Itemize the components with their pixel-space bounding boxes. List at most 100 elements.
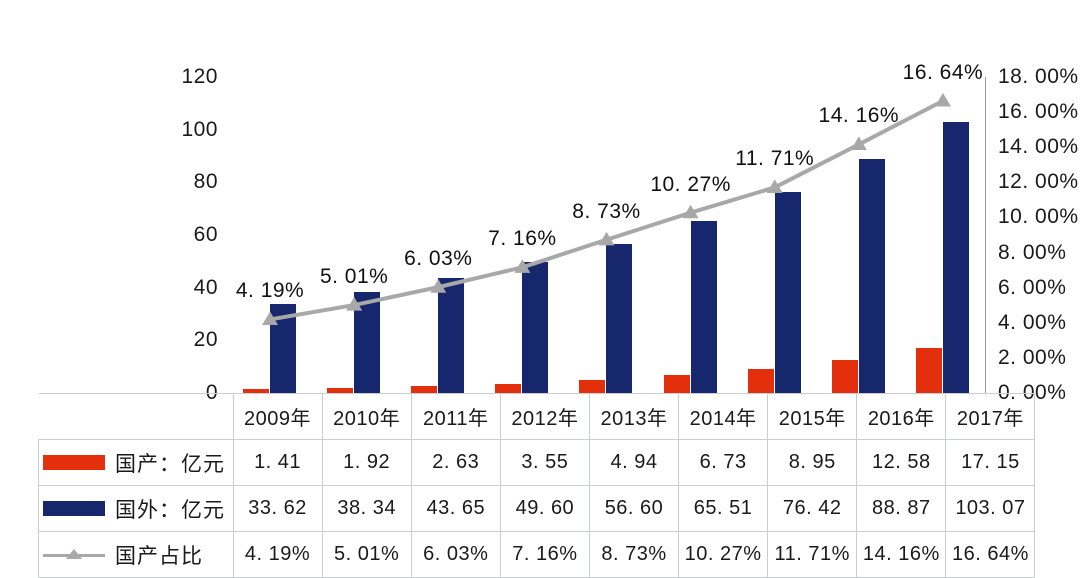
bar-domestic[interactable]	[243, 389, 270, 393]
table-header-cell: 2009年	[232, 393, 323, 440]
right-axis-tick: 2. 00%	[998, 345, 1067, 369]
right-axis-tick: 16. 00%	[998, 100, 1079, 124]
table-cell: 49. 60	[499, 485, 590, 532]
share-line-marker[interactable]	[514, 259, 531, 273]
bar-foreign[interactable]	[858, 158, 885, 393]
share-line-marker[interactable]	[850, 136, 867, 151]
legend-label: 国产占比	[115, 544, 203, 568]
table-row: 国产占比 4. 19% 5. 01% 6. 03% 7. 16% 8. 73% 10. 27…	[38, 531, 1036, 578]
table-legend-cell[interactable]: 国外：亿元	[38, 485, 234, 532]
bar-group	[564, 77, 648, 393]
table-cell: 103. 07	[945, 485, 1036, 532]
table-header-cell: 2015年	[767, 393, 858, 440]
domestic-swatch	[43, 455, 105, 470]
share-data-label: 6. 03%	[404, 247, 473, 271]
share-line-marker[interactable]	[430, 279, 447, 293]
bar-foreign[interactable]	[774, 191, 801, 393]
table-legend-cell[interactable]: 国产：亿元	[38, 439, 234, 486]
bar-domestic[interactable]	[327, 387, 354, 393]
table-cell: 10. 27%	[678, 531, 769, 578]
bar-group	[817, 77, 901, 393]
foreign-swatch	[43, 501, 105, 516]
bar-foreign[interactable]	[606, 243, 633, 393]
table-corner-cell	[38, 393, 233, 440]
table-header-cell: 2011年	[410, 393, 501, 440]
bar-group	[733, 77, 817, 393]
bar-group	[901, 77, 985, 393]
table-header-cell: 2016年	[856, 393, 947, 440]
plot-area: 4. 19% 5. 01% 6. 03% 7. 16% 8. 73% 10. 27% 11.…	[228, 61, 985, 393]
table-cell: 5. 01%	[321, 531, 412, 578]
bar-domestic[interactable]	[747, 369, 774, 393]
table-row: 国外：亿元 33. 62 38. 34 43. 65 49. 60 56. 60 65. 5…	[38, 485, 1036, 532]
bar-foreign[interactable]	[942, 121, 969, 393]
share-line-marker[interactable]	[766, 179, 783, 194]
right-axis-tick: 4. 00%	[998, 310, 1067, 334]
share-line-marker[interactable]	[262, 311, 279, 326]
table-cell: 76. 42	[767, 485, 858, 532]
bar-domestic[interactable]	[495, 383, 522, 393]
right-axis: 0. 00% 2. 00% 4. 00% 6. 00% 8. 00% 10. 00% 12.…	[998, 0, 1080, 557]
right-axis-line	[985, 77, 986, 394]
table-cell: 2. 63	[410, 439, 501, 486]
bar-group	[480, 77, 564, 393]
left-axis-tick: 0	[205, 381, 218, 404]
table-cell: 4. 94	[588, 439, 680, 486]
table-cell: 43. 65	[410, 485, 501, 532]
table-header-cell: 2014年	[678, 393, 769, 440]
share-line-series	[262, 92, 951, 326]
bar-domestic[interactable]	[663, 375, 690, 393]
table-cell: 3. 55	[499, 439, 590, 486]
left-axis-tick: 60	[193, 223, 218, 246]
share-data-label: 14. 16%	[818, 104, 900, 128]
table-header-cell: 2013年	[588, 393, 680, 440]
bar-domestic[interactable]	[411, 386, 438, 393]
share-data-label: 7. 16%	[488, 227, 557, 251]
table-header-row: 2009年 2010年 2011年 2012年 2013年 2014年 2015年 2016年…	[38, 393, 1036, 440]
left-axis-tick: 80	[193, 170, 218, 194]
share-data-label: 4. 19%	[235, 279, 305, 303]
table-cell: 11. 71%	[767, 531, 858, 578]
right-axis-tick: 18. 00%	[998, 65, 1079, 88]
left-axis-tick: 20	[193, 328, 218, 352]
table-cell: 8. 95	[767, 439, 858, 486]
legend-entry: 国产占比	[43, 540, 231, 570]
table-cell: 6. 73	[678, 439, 769, 486]
table-cell: 1. 92	[321, 439, 412, 486]
bar-domestic[interactable]	[915, 347, 942, 393]
right-axis-tick: 6. 00%	[998, 275, 1067, 299]
table-cell: 7. 16%	[499, 531, 590, 578]
legend-entry: 国外：亿元	[43, 494, 231, 524]
bar-domestic[interactable]	[579, 380, 606, 393]
share-line-marker[interactable]	[598, 231, 615, 246]
share-data-label: 10. 27%	[650, 172, 731, 196]
share-data-label: 11. 71%	[735, 147, 815, 171]
bar-domestic[interactable]	[831, 359, 858, 393]
share-line-swatch	[43, 547, 105, 562]
share-line-marker[interactable]	[934, 92, 951, 107]
right-axis-tick: 14. 00%	[998, 135, 1079, 159]
share-data-label: 5. 01%	[319, 265, 389, 289]
table-cell: 1. 41	[232, 439, 323, 486]
left-axis-tick: 120	[181, 65, 218, 88]
share-line-marker[interactable]	[682, 204, 699, 219]
table-cell: 38. 34	[321, 485, 412, 532]
table-header-cell: 2012年	[499, 393, 590, 440]
table-cell: 88. 87	[856, 485, 947, 532]
table-cell: 4. 19%	[232, 531, 323, 578]
share-line-marker[interactable]	[346, 297, 363, 311]
table-row: 国产：亿元 1. 41 1. 92 2. 63 3. 55 4. 94 6. 73 8. 95…	[38, 439, 1036, 486]
left-axis-tick: 40	[193, 275, 218, 299]
table-cell: 17. 15	[945, 439, 1036, 486]
table-legend-cell[interactable]: 国产占比	[38, 531, 234, 578]
data-table: 2009年 2010年 2011年 2012年 2013年 2014年 2015年 2016年…	[38, 393, 1036, 578]
left-axis-tick: 100	[181, 117, 218, 141]
bar-foreign[interactable]	[522, 262, 549, 393]
swatch-triangle-icon	[66, 549, 82, 559]
share-data-label: 16. 64%	[902, 60, 984, 84]
bar-foreign[interactable]	[690, 220, 717, 393]
bar-foreign[interactable]	[438, 278, 465, 393]
table-cell: 14. 16%	[856, 531, 947, 578]
table-cell: 6. 03%	[410, 531, 501, 578]
table-header-cell: 2010年	[321, 393, 412, 440]
